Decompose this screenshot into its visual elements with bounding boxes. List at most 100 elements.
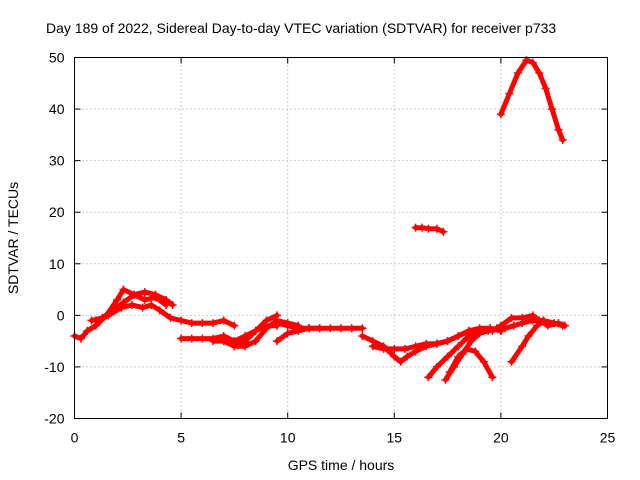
y-axis-label: SDTVAR / TECUs xyxy=(5,182,21,294)
axis-ticks xyxy=(74,57,608,419)
series-15-point xyxy=(558,136,567,145)
series-3-point xyxy=(155,306,164,315)
series-3-point xyxy=(177,316,186,325)
series-12-point xyxy=(467,337,476,346)
series-10-point xyxy=(443,337,452,346)
x-tick-label: 10 xyxy=(280,430,296,446)
series-15-point xyxy=(554,125,563,134)
series-11-point xyxy=(464,331,473,340)
series-12-point xyxy=(475,329,484,338)
series-11-point xyxy=(432,362,441,371)
y-tick-label: 0 xyxy=(57,307,65,323)
series-16-point xyxy=(560,321,569,330)
series-5-point xyxy=(209,337,218,346)
gridlines xyxy=(74,57,608,419)
x-tick-label: 20 xyxy=(493,430,509,446)
series-10-point xyxy=(432,339,441,348)
series-16-point xyxy=(528,311,537,320)
series-1-point xyxy=(76,334,85,343)
series-3-point xyxy=(138,303,147,312)
x-tick-label: 5 xyxy=(177,430,185,446)
series-10-point xyxy=(400,344,409,353)
series-3-point xyxy=(147,301,156,310)
series-6-point xyxy=(251,337,260,346)
series-15-point xyxy=(505,89,514,98)
series-8-point xyxy=(283,329,292,338)
series-13-point xyxy=(471,347,480,356)
x-tick-label: 0 xyxy=(71,430,79,446)
series-8-point xyxy=(294,326,303,335)
y-tick-label: 10 xyxy=(49,256,65,272)
series-3-point xyxy=(117,303,126,312)
series-7-point xyxy=(326,324,335,333)
y-tick-label: -20 xyxy=(44,411,64,427)
series-11-point xyxy=(454,342,463,351)
series-7-point xyxy=(347,324,356,333)
series-14-point xyxy=(439,227,448,236)
series-13-point xyxy=(462,344,471,353)
series-8-point xyxy=(305,324,314,333)
series-10-point xyxy=(368,342,377,351)
series-13-point xyxy=(479,357,488,366)
series-11-point xyxy=(443,352,452,361)
series-1-point xyxy=(113,295,122,304)
series-8-point xyxy=(273,337,282,346)
x-axis-label: GPS time / hours xyxy=(288,457,395,473)
series-6-point xyxy=(230,342,239,351)
series-10-point xyxy=(411,342,420,351)
series-5-point xyxy=(219,337,228,346)
series-1-point xyxy=(119,285,128,294)
series-3-point xyxy=(91,316,100,325)
series-15-point xyxy=(513,68,522,77)
series-3-point xyxy=(209,319,218,328)
series-15-point xyxy=(548,105,557,114)
y-tick-label: 40 xyxy=(49,101,65,117)
series-14-point xyxy=(432,224,441,233)
plot-frame xyxy=(74,57,608,419)
series-10-point xyxy=(390,344,399,353)
series-16-point xyxy=(496,321,505,330)
y-tick-label: -10 xyxy=(44,359,64,375)
series-2-point xyxy=(140,288,149,297)
series-14-point xyxy=(424,224,433,233)
series-13-point xyxy=(488,373,497,382)
series-10-point xyxy=(379,344,388,353)
series-16-point xyxy=(554,319,563,328)
series-4-point xyxy=(198,334,207,343)
series-3-point xyxy=(104,311,113,320)
series-17-point xyxy=(507,357,516,366)
series-8-point xyxy=(315,324,324,333)
series-9-point xyxy=(403,352,412,361)
series-15-point xyxy=(541,84,550,93)
series-13-point xyxy=(445,368,454,377)
series-2-point xyxy=(151,290,160,299)
chart-title: Day 189 of 2022, Sidereal Day-to-day VTE… xyxy=(46,20,556,36)
series-7-point xyxy=(358,324,367,333)
series-17-point xyxy=(518,342,527,351)
series-14-point xyxy=(418,223,427,232)
series-3-point xyxy=(128,301,137,310)
series-16-point xyxy=(518,313,527,322)
data-traces xyxy=(70,56,569,384)
series-9-point xyxy=(358,331,367,340)
series-5-point xyxy=(262,316,271,325)
y-tick-label: 20 xyxy=(49,204,65,220)
y-tick-label: 50 xyxy=(49,50,65,66)
series-1-point xyxy=(83,326,92,335)
series-2-point xyxy=(130,290,139,299)
y-tick-label: 30 xyxy=(49,153,65,169)
series-17-point xyxy=(539,316,548,325)
series-2-point xyxy=(168,301,177,310)
series-15-point xyxy=(496,110,505,119)
series-6-point xyxy=(241,342,250,351)
series-16-point xyxy=(507,313,516,322)
series-12-point xyxy=(509,321,518,330)
series-16-point xyxy=(488,326,497,335)
series-3-point xyxy=(219,316,228,325)
series-15-point xyxy=(528,58,537,67)
series-7-point xyxy=(283,321,292,330)
series-10-point xyxy=(422,339,431,348)
x-tick-labels: 0 5 10 15 20 25 xyxy=(71,430,616,446)
series-15-point xyxy=(535,68,544,77)
